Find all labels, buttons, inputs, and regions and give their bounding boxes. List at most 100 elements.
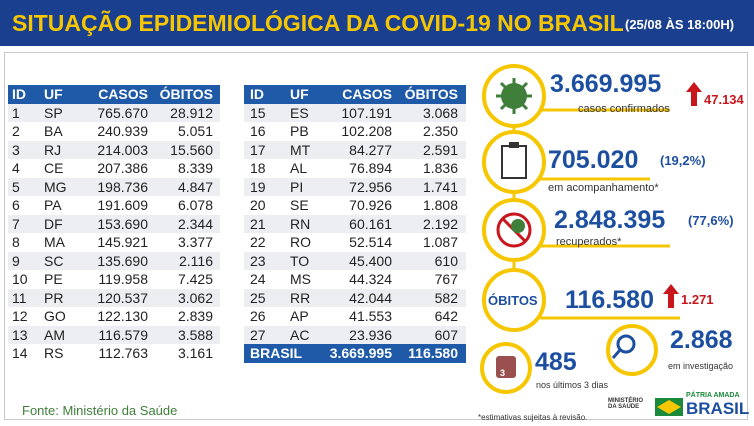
monitoring-percent: (19,2%) (660, 153, 706, 168)
table-cell: 22 (250, 234, 266, 250)
table-cell: 28.912 (170, 104, 213, 121)
ministry-logo: MINISTÉRIO DA SAÚDE (608, 398, 644, 410)
title: SITUAÇÃO EPIDEMIOLÓGICA DA COVID-19 NO B… (12, 10, 624, 36)
table-cell: 60.161 (349, 215, 392, 232)
table-cell: 21 (250, 215, 266, 232)
table-cell: PR (44, 289, 64, 306)
table-cell: 135.690 (97, 252, 148, 269)
table-cell: 6.078 (177, 197, 213, 213)
row-bg (244, 270, 466, 289)
table-cell: 119.958 (98, 271, 148, 287)
column-header: UF (290, 86, 309, 102)
table-cell: 240.939 (97, 123, 148, 139)
row-bg (244, 251, 466, 270)
table-cell: 3.062 (177, 289, 213, 306)
table-cell: 84.277 (349, 141, 392, 158)
row-bg (244, 288, 466, 307)
table-cell: PB (290, 123, 309, 139)
table-cell: 1.741 (422, 178, 458, 195)
row-bg (8, 122, 220, 141)
table-cell: 25 (250, 289, 266, 306)
table-cell: 767 (434, 271, 458, 287)
row-bg (8, 177, 220, 196)
investigation-value: 2.868 (670, 326, 733, 354)
table-cell: AM (44, 326, 65, 343)
table-cell: GO (44, 308, 66, 324)
table-cell: 6 (12, 197, 20, 213)
column-header: UF (44, 86, 63, 102)
investigation-label: em investigação (668, 361, 734, 371)
row-bg (8, 344, 220, 363)
column-header: ÓBITOS (404, 86, 458, 102)
confirmed-delta: 47.134 (704, 92, 744, 107)
table-cell: 765.670 (97, 104, 148, 121)
table-cell: MT (290, 141, 311, 158)
table-cell: 112.763 (98, 345, 148, 361)
table-cell: 3.068 (422, 104, 458, 121)
table-cell: 582 (434, 289, 458, 306)
table-cell: 4.847 (177, 178, 213, 195)
column-header: CASOS (342, 86, 392, 102)
table-cell: 5.051 (177, 123, 213, 139)
table-cell: MA (44, 234, 65, 250)
table-cell: 11 (12, 289, 27, 306)
row-bg (244, 196, 466, 215)
recovered-label: recuperados* (556, 236, 622, 248)
frame (4, 52, 748, 420)
table-cell: PA (44, 197, 62, 213)
table-cell: 23.936 (349, 326, 392, 343)
confirmed-label: casos confirmados (578, 103, 670, 115)
monitoring-value: 705.020 (548, 146, 639, 174)
column-header: ID (12, 86, 26, 102)
table-cell: PI (290, 178, 304, 195)
table-cell: 44.324 (349, 271, 392, 287)
table-cell: 102.208 (341, 123, 392, 139)
table-cell: DF (44, 215, 63, 232)
table-cell: 153.690 (97, 215, 148, 232)
table-header-bg (244, 85, 466, 104)
row-bg (244, 177, 466, 196)
row-bg (244, 214, 466, 233)
table-cell: PE (44, 271, 63, 287)
table-cell: RJ (44, 141, 62, 158)
table-header-bg (8, 85, 220, 104)
table-cell: 16 (250, 123, 266, 139)
table-cell: RS (44, 345, 64, 361)
confirmed-value: 3.669.995 (550, 70, 662, 98)
table-cell: 23 (250, 252, 266, 269)
total-cell: 116.580 (408, 345, 458, 361)
table-cell: 26 (250, 308, 266, 324)
table-cell: 76.894 (349, 160, 392, 176)
table-cell: 120.537 (97, 289, 148, 306)
recent-icon: 3 (500, 368, 506, 378)
table-cell: 3 (12, 141, 20, 158)
table-cell: 214.003 (97, 141, 148, 158)
column-header: ÓBITOS (159, 86, 213, 102)
table-cell: 17 (250, 141, 266, 158)
row-bg (8, 233, 220, 252)
table-cell: SP (44, 104, 63, 121)
table-cell: 42.044 (349, 289, 392, 306)
row-bg (8, 251, 220, 270)
table-cell: 642 (434, 308, 458, 324)
table-cell: 1.087 (422, 234, 458, 250)
table-cell: AP (290, 308, 309, 324)
table-cell: 1.808 (422, 197, 458, 213)
row-bg (244, 140, 466, 159)
row-bg (8, 103, 220, 122)
table-cell: 70.926 (349, 197, 392, 213)
table-cell: 7.425 (177, 271, 213, 287)
row-bg (8, 307, 220, 326)
slogan: PÁTRIA AMADA (686, 392, 740, 399)
table-cell: 2.344 (177, 215, 213, 232)
row-bg (244, 233, 466, 252)
table-cell: 20 (250, 197, 266, 213)
row-bg (8, 159, 220, 178)
table-cell: 107.191 (341, 104, 392, 121)
table-cell: 15.560 (170, 141, 213, 158)
table-cell: 1.836 (422, 160, 458, 176)
row-bg (8, 196, 220, 215)
deaths-delta: 1.271 (681, 292, 714, 307)
table-cell: 3.588 (177, 326, 213, 343)
